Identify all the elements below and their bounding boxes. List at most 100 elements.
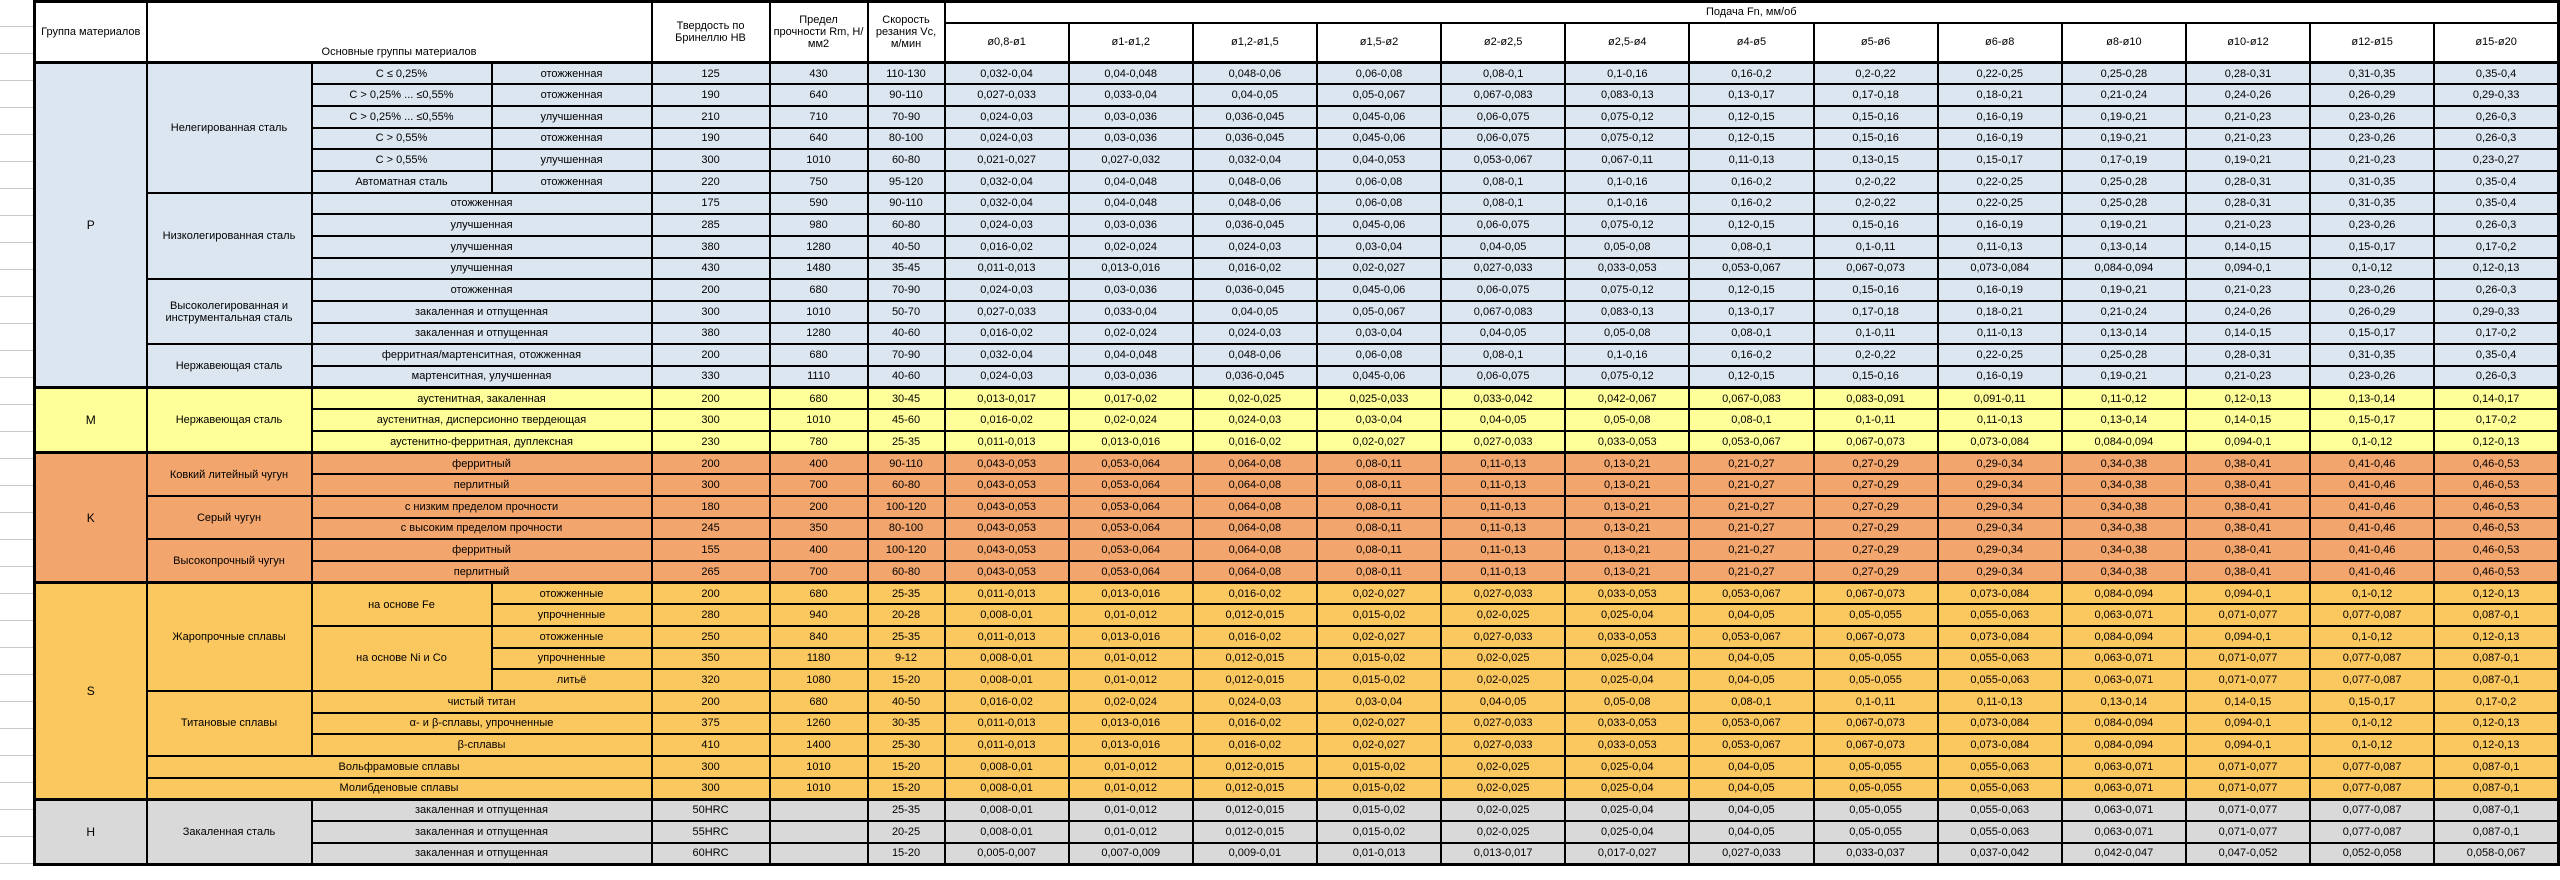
- feed-diameter-header[interactable]: ø2-ø2,5: [1440, 21, 1567, 64]
- cutting-speed-cell[interactable]: 100-120: [866, 538, 946, 562]
- feed-cell[interactable]: 0,04-0,05: [1191, 83, 1318, 107]
- feed-cell[interactable]: 0,033-0,053: [1564, 624, 1691, 649]
- feed-cell[interactable]: 0,094-0,1: [2184, 624, 2312, 649]
- feed-cell[interactable]: 0,071-0,077: [2184, 668, 2312, 692]
- material-name-cell[interactable]: Закаленная сталь: [145, 797, 313, 866]
- material-name-cell[interactable]: Жаропрочные сплавы: [145, 581, 313, 692]
- material-subtype-cell[interactable]: С > 0,55%: [310, 126, 493, 151]
- feed-cell[interactable]: 0,053-0,067: [1688, 733, 1815, 757]
- feed-cell[interactable]: 0,011-0,013: [943, 624, 1070, 649]
- feed-cell[interactable]: 0,073-0,084: [1936, 581, 2063, 606]
- feed-cell[interactable]: 0,027-0,033: [1440, 733, 1567, 757]
- hardness-cell[interactable]: 175: [650, 191, 771, 216]
- feed-cell[interactable]: 0,032-0,04: [943, 61, 1070, 86]
- hardness-cell[interactable]: 300: [650, 299, 771, 324]
- feed-cell[interactable]: 0,073-0,084: [1936, 429, 2063, 454]
- feed-cell[interactable]: 0,094-0,1: [2184, 711, 2312, 736]
- strength-cell[interactable]: 1010: [768, 776, 869, 801]
- feed-cell[interactable]: 0,13-0,21: [1564, 516, 1691, 541]
- feed-cell[interactable]: 0,06-0,075: [1440, 278, 1567, 302]
- feed-cell[interactable]: 0,053-0,064: [1067, 494, 1194, 519]
- feed-cell[interactable]: 0,077-0,087: [2309, 820, 2436, 844]
- hardness-cell[interactable]: 245: [650, 516, 771, 541]
- group-letter-cell[interactable]: K: [33, 451, 148, 584]
- cutting-speed-cell[interactable]: 40-60: [866, 364, 946, 389]
- cutting-speed-cell[interactable]: 30-35: [866, 711, 946, 736]
- feed-cell[interactable]: 0,29-0,33: [2433, 83, 2560, 107]
- feed-cell[interactable]: 0,15-0,16: [1812, 126, 1939, 151]
- feed-cell[interactable]: 0,011-0,013: [943, 733, 1070, 757]
- feed-cell[interactable]: 0,077-0,087: [2309, 755, 2436, 779]
- feed-diameter-header[interactable]: ø12-ø15: [2309, 21, 2436, 64]
- feed-cell[interactable]: 0,46-0,53: [2433, 451, 2560, 476]
- feed-cell[interactable]: 0,06-0,075: [1440, 126, 1567, 151]
- cutting-speed-cell[interactable]: 40-50: [866, 689, 946, 714]
- strength-cell[interactable]: 680: [768, 278, 869, 302]
- feed-cell[interactable]: 0,027-0,033: [1440, 429, 1567, 454]
- feed-cell[interactable]: 0,13-0,17: [1688, 299, 1815, 324]
- feed-cell[interactable]: 0,21-0,24: [2060, 299, 2187, 324]
- feed-cell[interactable]: 0,084-0,094: [2060, 256, 2187, 281]
- strength-cell[interactable]: 680: [768, 386, 869, 411]
- cutting-speed-cell[interactable]: 9-12: [866, 646, 946, 671]
- feed-cell[interactable]: 0,067-0,073: [1812, 711, 1939, 736]
- feed-cell[interactable]: 0,033-0,053: [1564, 429, 1691, 454]
- feed-cell[interactable]: 0,01-0,012: [1067, 603, 1194, 627]
- feed-cell[interactable]: 0,22-0,25: [1936, 191, 2063, 216]
- feed-cell[interactable]: 0,017-0,027: [1564, 841, 1691, 866]
- group-letter-cell[interactable]: H: [33, 797, 148, 866]
- feed-cell[interactable]: 0,033-0,053: [1564, 711, 1691, 736]
- feed-cell[interactable]: 0,016-0,02: [1191, 733, 1318, 757]
- feed-cell[interactable]: 0,18-0,21: [1936, 83, 2063, 107]
- feed-cell[interactable]: 0,14-0,15: [2184, 689, 2312, 714]
- hardness-cell[interactable]: 280: [650, 603, 771, 627]
- feed-cell[interactable]: 0,015-0,02: [1315, 797, 1443, 823]
- feed-cell[interactable]: 0,28-0,31: [2184, 169, 2312, 194]
- feed-cell[interactable]: 0,025-0,033: [1315, 386, 1443, 411]
- material-name-cell[interactable]: Высоколегированная и инструментальная ст…: [145, 278, 313, 346]
- feed-cell[interactable]: 0,08-0,11: [1315, 538, 1443, 562]
- material-condition-cell[interactable]: отожженные: [490, 624, 653, 649]
- feed-cell[interactable]: 0,1-0,12: [2309, 711, 2436, 736]
- feed-cell[interactable]: 0,21-0,23: [2184, 364, 2312, 389]
- feed-cell[interactable]: 0,064-0,08: [1191, 538, 1318, 562]
- feed-cell[interactable]: 0,008-0,01: [943, 755, 1070, 779]
- feed-cell[interactable]: 0,063-0,071: [2060, 797, 2187, 823]
- group-letter-cell[interactable]: M: [33, 386, 148, 454]
- feed-cell[interactable]: 0,04-0,05: [1688, 646, 1815, 671]
- feed-cell[interactable]: 0,05-0,055: [1812, 820, 1939, 844]
- feed-cell[interactable]: 0,063-0,071: [2060, 776, 2187, 801]
- feed-cell[interactable]: 0,27-0,29: [1812, 473, 1939, 497]
- feed-cell[interactable]: 0,094-0,1: [2184, 733, 2312, 757]
- feed-cell[interactable]: 0,01-0,012: [1067, 797, 1194, 823]
- feed-cell[interactable]: 0,02-0,025: [1440, 776, 1567, 801]
- material-condition-cell[interactable]: упрочненные: [490, 603, 653, 627]
- feed-cell[interactable]: 0,04-0,048: [1067, 191, 1194, 216]
- feed-cell[interactable]: 0,38-0,41: [2184, 473, 2312, 497]
- feed-cell[interactable]: 0,03-0,036: [1067, 104, 1194, 129]
- feed-cell[interactable]: 0,22-0,25: [1936, 61, 2063, 86]
- hardness-cell[interactable]: 300: [650, 755, 771, 779]
- feed-cell[interactable]: 0,071-0,077: [2184, 776, 2312, 801]
- feed-cell[interactable]: 0,027-0,033: [1440, 624, 1567, 649]
- hardness-cell[interactable]: 180: [650, 494, 771, 519]
- feed-diameter-header[interactable]: ø6-ø8: [1936, 21, 2063, 64]
- feed-cell[interactable]: 0,008-0,01: [943, 668, 1070, 692]
- feed-cell[interactable]: 0,38-0,41: [2184, 538, 2312, 562]
- feed-cell[interactable]: 0,016-0,02: [943, 689, 1070, 714]
- feed-cell[interactable]: 0,21-0,27: [1688, 559, 1815, 584]
- cutting-speed-cell[interactable]: 20-25: [866, 820, 946, 844]
- feed-cell[interactable]: 0,38-0,41: [2184, 494, 2312, 519]
- feed-cell[interactable]: 0,02-0,025: [1440, 755, 1567, 779]
- feed-cell[interactable]: 0,04-0,05: [1440, 408, 1567, 432]
- feed-cell[interactable]: 0,23-0,26: [2309, 104, 2436, 129]
- strength-cell[interactable]: 1280: [768, 234, 869, 259]
- feed-cell[interactable]: 0,015-0,02: [1315, 646, 1443, 671]
- feed-cell[interactable]: 0,05-0,08: [1564, 689, 1691, 714]
- feed-cell[interactable]: 0,03-0,04: [1315, 689, 1443, 714]
- feed-cell[interactable]: 0,1-0,12: [2309, 256, 2436, 281]
- hardness-cell[interactable]: 350: [650, 646, 771, 671]
- material-name-cell[interactable]: Серый чугун: [145, 494, 313, 541]
- strength-cell[interactable]: 1080: [768, 668, 869, 692]
- feed-cell[interactable]: 0,03-0,04: [1315, 408, 1443, 432]
